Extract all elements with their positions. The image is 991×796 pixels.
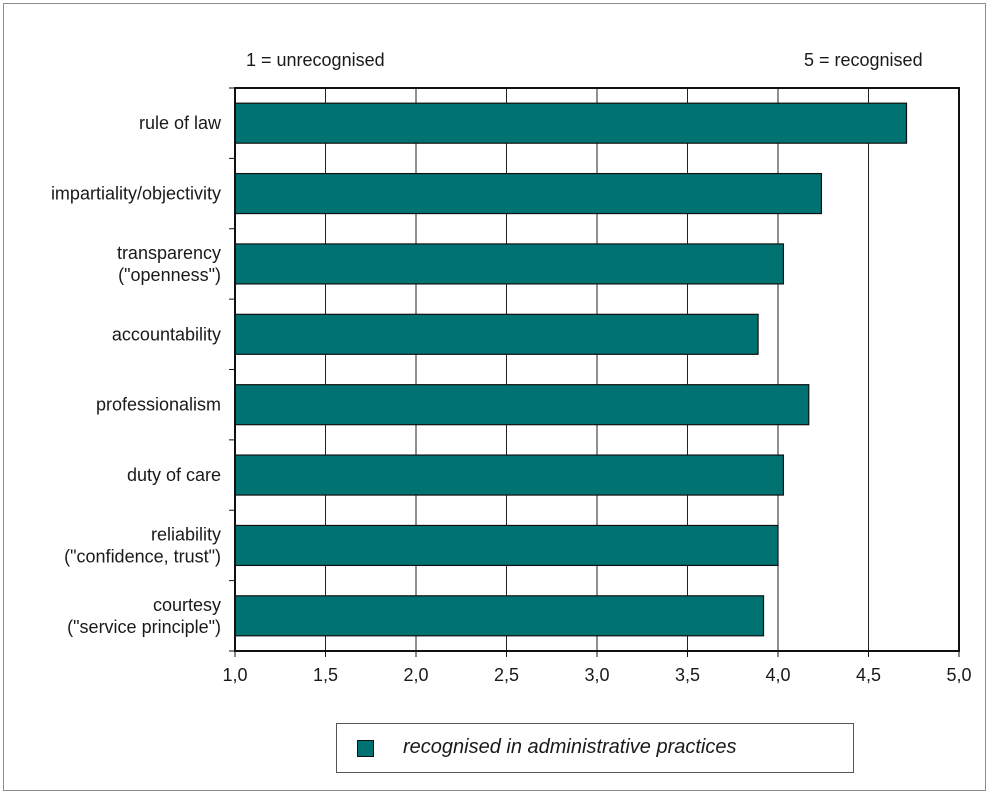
bar <box>234 595 765 637</box>
category-label: rule of law <box>139 113 222 133</box>
x-tick-label: 2,5 <box>494 665 519 685</box>
category-label: accountability <box>112 324 221 344</box>
x-tick-label: 2,0 <box>403 665 428 685</box>
scale-min-note: 1 = unrecognised <box>246 50 385 70</box>
legend-label: recognised in administrative practices <box>403 736 737 758</box>
x-tick-label: 5,0 <box>946 665 971 685</box>
chart-frame <box>3 3 986 791</box>
bar <box>234 172 823 215</box>
category-label: reliability ("confidence, trust") <box>64 524 221 566</box>
x-tick-label: 1,0 <box>222 665 247 685</box>
scale-max-note: 5 = recognised <box>804 50 923 70</box>
x-tick-label: 4,0 <box>765 665 790 685</box>
bar <box>234 313 759 355</box>
bar <box>234 454 785 496</box>
category-label: transparency ("openness") <box>117 243 221 285</box>
x-tick-label: 4,5 <box>856 665 881 685</box>
x-tick-label: 3,0 <box>584 665 609 685</box>
bar <box>234 524 779 567</box>
bar <box>234 384 810 426</box>
category-label: courtesy ("service principle") <box>67 595 221 637</box>
x-tick-label: 3,5 <box>675 665 700 685</box>
legend-swatch <box>357 740 374 757</box>
bar <box>234 243 785 285</box>
category-label: professionalism <box>96 395 221 415</box>
category-label: impartiality/objectivity <box>51 184 221 204</box>
bar <box>234 102 908 144</box>
legend: recognised in administrative practices <box>336 723 854 773</box>
x-tick-label: 1,5 <box>313 665 338 685</box>
category-label: duty of care <box>127 465 221 485</box>
